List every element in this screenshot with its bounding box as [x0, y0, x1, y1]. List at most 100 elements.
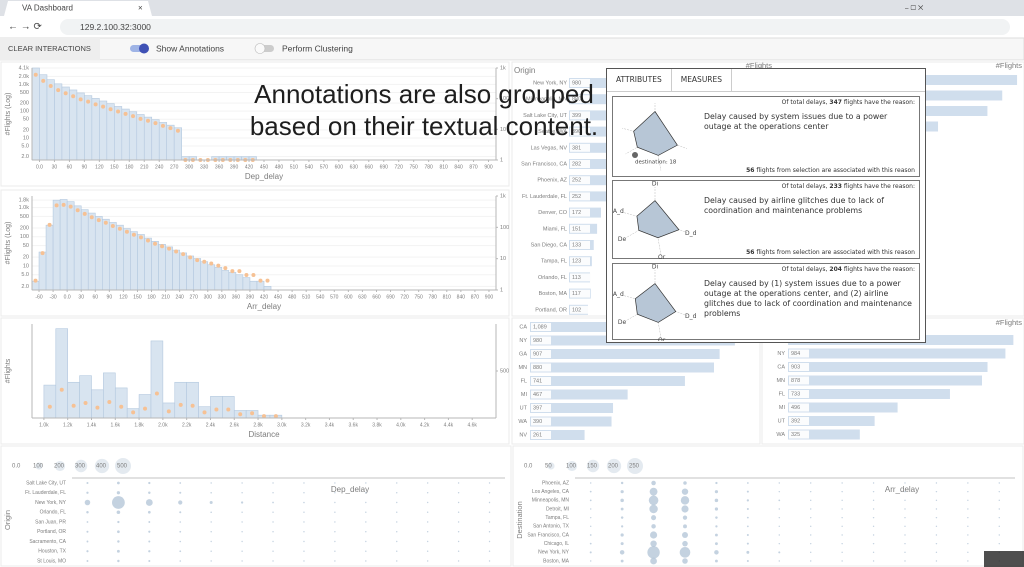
bubble: [334, 482, 336, 484]
bubble: [488, 540, 491, 543]
x-tick-label: 570: [330, 294, 339, 300]
value-label: 496: [791, 405, 800, 411]
value-label: 903: [791, 364, 800, 370]
list-value-title: #Flights: [996, 61, 1023, 70]
bubble: [488, 531, 491, 533]
category-label: New York, NY: [538, 550, 570, 556]
category-label: Houston, TX: [38, 549, 66, 555]
category-label: Orlando, FL: [40, 510, 67, 516]
value-box: [531, 336, 551, 345]
browser-tab[interactable]: [4, 1, 152, 16]
annotation-marker: [153, 241, 158, 246]
bubble: [746, 499, 749, 502]
bubble: [396, 501, 398, 504]
x-tick-label: -30: [49, 294, 56, 300]
bubble: [809, 499, 812, 502]
toggle-knob[interactable]: [254, 43, 266, 54]
y2-tick-label: 500: [500, 368, 509, 374]
category-label: Tampa, FL: [541, 259, 567, 265]
bubble: [841, 508, 843, 510]
value-label: 741: [533, 378, 542, 384]
bubble: [488, 511, 491, 513]
bubble: [967, 516, 969, 519]
size-legend-circle: [547, 462, 555, 470]
category-label: UT: [778, 418, 786, 424]
annotation-marker: [78, 97, 83, 102]
y-tick-label: 2.0: [21, 154, 29, 160]
x-tick-label: 420: [245, 164, 254, 170]
annotation-marker: [273, 414, 278, 419]
bubble: [904, 560, 906, 562]
player-controls[interactable]: [984, 551, 1024, 567]
bubble: [241, 540, 243, 543]
x-tick-label: 180: [125, 164, 134, 170]
nav-buttons[interactable]: ← → ⟳: [8, 22, 43, 33]
bubble: [746, 542, 749, 545]
bubble: [998, 482, 1000, 484]
category-label: St Louis, MO: [37, 558, 66, 564]
selection-tail: flights from selection are associated wi…: [756, 167, 915, 174]
bubble: [620, 559, 624, 563]
bubble: [935, 551, 938, 554]
x-tick-label: 270: [170, 164, 179, 170]
value-box: [570, 305, 590, 314]
toggle-knob[interactable]: [139, 43, 149, 54]
bubble: [904, 508, 906, 510]
annotation-marker: [209, 261, 214, 266]
annotation-marker: [56, 88, 61, 93]
annotation-marker: [119, 404, 124, 409]
radar-axis-label: Di: [652, 264, 659, 271]
bubble: [148, 559, 151, 563]
annotation-card: Di D_d Or De A_d Of total delays, 233 flights…: [612, 180, 920, 260]
size-legend-label: 200: [608, 464, 619, 470]
bubble: [967, 534, 969, 536]
tab-title: VA Dashboard: [22, 4, 73, 13]
y2-tick-label: 1: [500, 287, 503, 293]
tab-close[interactable]: ×: [138, 4, 143, 13]
x-tick-label: 660: [365, 164, 374, 170]
value-label: 980: [572, 80, 581, 86]
category-label: Salt Lake City, UT: [26, 480, 66, 486]
bubble: [589, 508, 592, 510]
annotation-marker: [216, 263, 221, 268]
value-box: [570, 143, 590, 152]
bubble: [872, 499, 875, 502]
value-label: 381: [572, 145, 581, 151]
x-tick-label: 780: [429, 294, 438, 300]
category-label: MI: [521, 392, 528, 398]
category-label: Ft. Lauderdale, FL: [25, 490, 66, 496]
annotation-marker: [47, 404, 52, 409]
category-label: FL: [779, 391, 785, 397]
bubble: [334, 521, 336, 523]
selection-number: 56: [746, 249, 755, 256]
y-tick-label: 5.0: [21, 272, 29, 278]
y-tick-label: 100: [20, 234, 29, 240]
address-bar[interactable]: [60, 19, 1010, 35]
bubble: [457, 482, 460, 484]
clear-button[interactable]: CLEAR INTERACTIONS: [8, 44, 91, 53]
x-tick-label: 270: [190, 294, 199, 300]
url-port: :3000: [130, 22, 152, 32]
category-label: CA: [519, 324, 527, 330]
window-controls[interactable]: ⎯ ▢ ✕: [905, 5, 924, 12]
clear-button-bg[interactable]: [0, 38, 100, 60]
bubble: [935, 534, 938, 536]
value-label: 880: [533, 365, 542, 371]
bubble: [967, 542, 969, 545]
bubble: [303, 531, 305, 533]
tab[interactable]: MEASURES: [672, 69, 733, 91]
category-label: CA: [777, 364, 785, 370]
category-label: Portland, OR: [535, 307, 567, 313]
category-label: San Francisco, CA: [527, 532, 569, 538]
tab-strip: [0, 0, 1024, 16]
annotation-marker: [101, 104, 106, 109]
bubble: [715, 516, 718, 519]
annotation-marker: [33, 72, 38, 77]
x-tick-label: 720: [395, 164, 404, 170]
x-tick-label: 780: [424, 164, 433, 170]
y-tick-label: 50: [23, 117, 29, 123]
tab[interactable]: ATTRIBUTES: [607, 69, 672, 91]
bubble: [86, 481, 89, 485]
bubble: [619, 550, 625, 555]
